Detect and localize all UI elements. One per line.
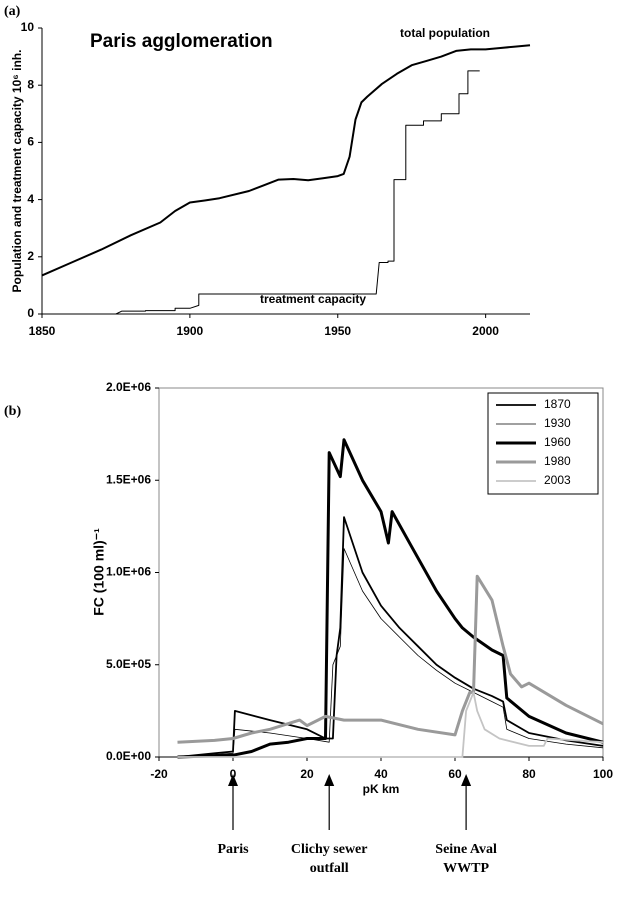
y-tick-label: 5.0E+05 bbox=[106, 657, 151, 671]
annotation-text: Seine Aval bbox=[435, 842, 497, 857]
series-line bbox=[177, 691, 604, 758]
legend-label: 1870 bbox=[544, 397, 571, 411]
annotation-text: WWTP bbox=[443, 861, 489, 876]
arrow-head bbox=[461, 774, 472, 786]
legend-label: 2003 bbox=[544, 473, 571, 487]
x-tick-label: 60 bbox=[448, 767, 462, 781]
y-tick-label: 8 bbox=[27, 77, 34, 91]
annotation-text: Clichy sewer bbox=[291, 842, 368, 857]
arrow-head bbox=[324, 774, 335, 786]
arrow-head bbox=[228, 774, 238, 786]
x-tick-label: 1850 bbox=[29, 324, 56, 338]
chart-title: Paris agglomeration bbox=[90, 31, 273, 52]
y-tick-label: 4 bbox=[27, 192, 34, 206]
y-tick-label: 0 bbox=[27, 306, 34, 320]
legend-label: 1930 bbox=[544, 416, 571, 430]
x-tick-label: 80 bbox=[522, 767, 536, 781]
y-tick-label: 10 bbox=[21, 20, 35, 34]
annotation-text: outfall bbox=[310, 861, 349, 876]
x-tick-label: 1950 bbox=[324, 324, 351, 338]
y-tick-label: 2.0E+06 bbox=[106, 380, 151, 394]
x-tick-label: 2000 bbox=[472, 324, 499, 338]
series-line bbox=[177, 438, 604, 759]
panel-label: (b) bbox=[4, 404, 21, 419]
y-tick-label: 2 bbox=[27, 249, 34, 263]
x-tick-label: 100 bbox=[593, 767, 613, 781]
x-tick-label: 40 bbox=[374, 767, 388, 781]
panel-label: (a) bbox=[4, 4, 21, 19]
y-tick-label: 1.0E+06 bbox=[106, 565, 151, 579]
series-line bbox=[115, 70, 480, 315]
x-tick-label: -20 bbox=[150, 767, 168, 781]
y-axis-label: Population and treatment capacity 10⁶ in… bbox=[10, 50, 24, 293]
x-tick-label: 1900 bbox=[177, 324, 204, 338]
series-line bbox=[41, 44, 531, 277]
y-tick-label: 6 bbox=[27, 135, 34, 149]
legend-label: 1980 bbox=[544, 454, 571, 468]
legend-label: 1960 bbox=[544, 435, 571, 449]
x-tick-label: 20 bbox=[300, 767, 314, 781]
annotation-text: Paris bbox=[217, 842, 249, 857]
series-line bbox=[177, 516, 604, 758]
series-line bbox=[177, 548, 604, 758]
y-tick-label: 0.0E+00 bbox=[106, 749, 151, 763]
x-axis-label: pK km bbox=[363, 782, 400, 796]
series-label: treatment capacity bbox=[260, 292, 366, 306]
x-tick-label: 0 bbox=[230, 767, 237, 781]
series-line bbox=[177, 574, 604, 744]
y-tick-label: 1.5E+06 bbox=[106, 472, 151, 486]
y-axis-label: FC (100 ml)⁻¹ bbox=[91, 528, 107, 616]
series-label: total population bbox=[400, 26, 490, 40]
